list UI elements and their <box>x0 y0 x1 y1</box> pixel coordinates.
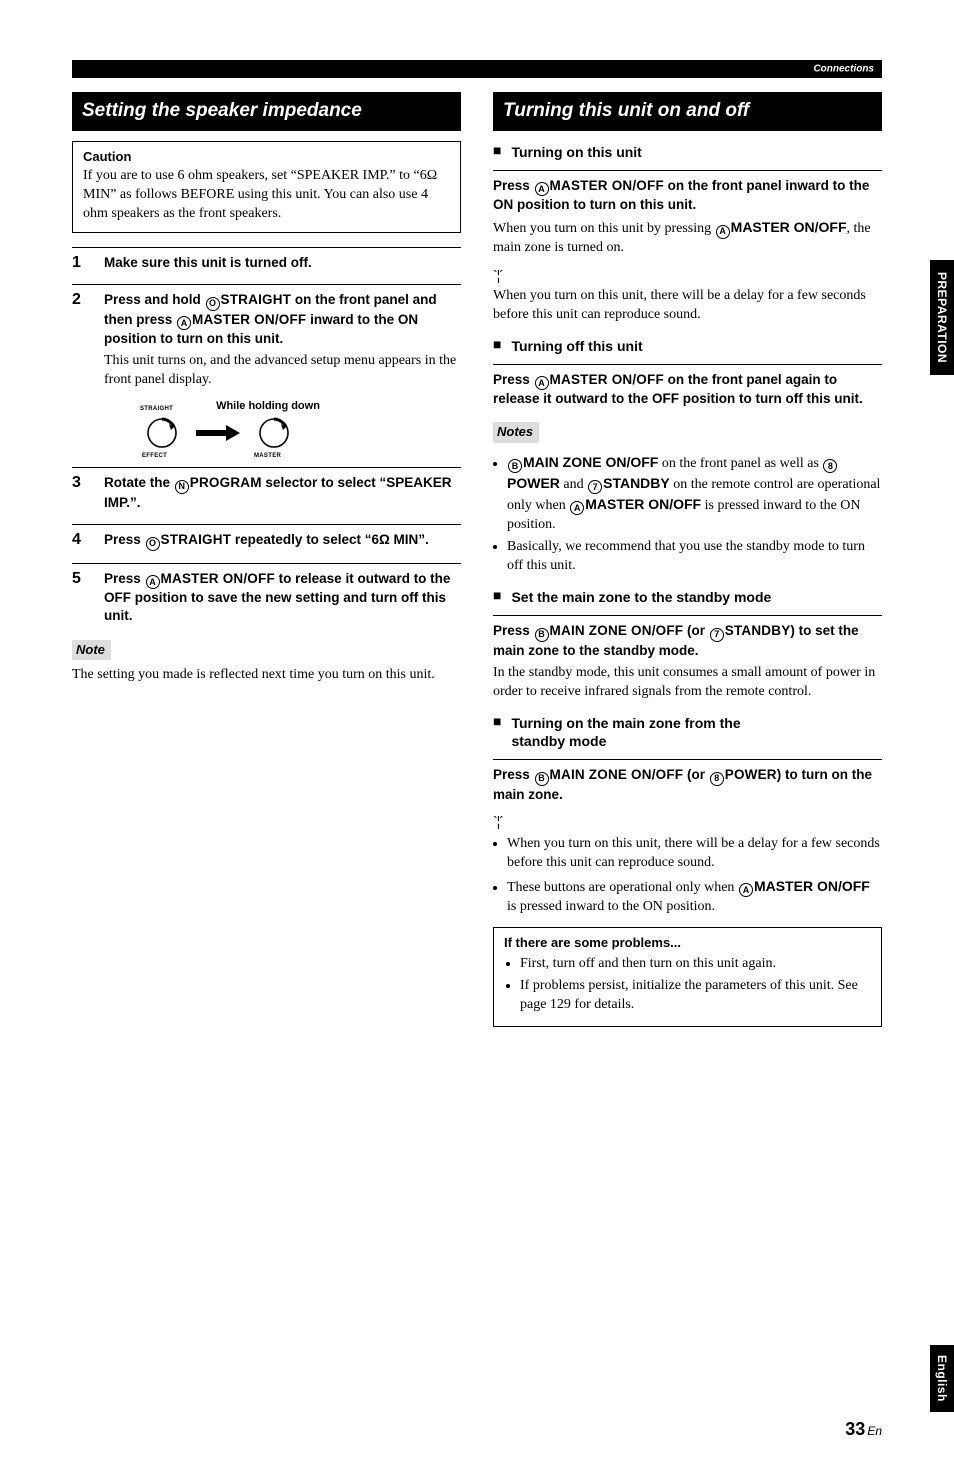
step-number: 5 <box>72 570 96 626</box>
tip-icon: `¦´ <box>493 266 882 285</box>
step-4: 4 Press OSTRAIGHT repeatedly to select “… <box>72 524 461 551</box>
instr-turn-on: Press AMASTER ON/OFF on the front panel … <box>493 170 882 259</box>
circled-letter: A <box>146 575 160 589</box>
step-1: 1 Make sure this unit is turned off. <box>72 247 461 272</box>
heading-turning-on: ■ Turning on this unit <box>493 143 882 162</box>
circled-letter: 7 <box>588 480 602 494</box>
right-section-title: Turning this unit on and off <box>493 92 882 131</box>
left-section-title: Setting the speaker impedance <box>72 92 461 131</box>
step-2-cont: This unit turns on, and the advanced set… <box>104 352 461 390</box>
notes-list: BMAIN ZONE ON/OFF on the front panel as … <box>493 453 882 576</box>
tab-english: English <box>930 1345 954 1412</box>
circled-letter: 8 <box>710 772 724 786</box>
columns: Setting the speaker impedance Caution If… <box>72 92 882 1027</box>
step-2-lead: Press and hold OSTRAIGHT on the front pa… <box>104 291 461 348</box>
circled-letter: O <box>146 537 160 551</box>
circled-letter: B <box>508 459 522 473</box>
arrow-right-icon <box>196 425 240 441</box>
note-body: The setting you made is reflected next t… <box>72 666 461 685</box>
circled-letter: 7 <box>710 628 724 642</box>
circled-letter: A <box>716 225 730 239</box>
step-number: 1 <box>72 254 96 272</box>
step-3: 3 Rotate the NPROGRAM selector to select… <box>72 467 461 512</box>
circled-letter: A <box>739 883 753 897</box>
knob-label: MASTER <box>254 452 281 460</box>
instr-from-standby: Press BMAIN ZONE ON/OFF (or 8POWER) to t… <box>493 759 882 804</box>
left-column: Setting the speaker impedance Caution If… <box>72 92 461 685</box>
step-number: 3 <box>72 474 96 512</box>
instr-set-standby: Press BMAIN ZONE ON/OFF (or 7STANDBY) to… <box>493 615 882 702</box>
square-bullet-icon: ■ <box>493 143 501 158</box>
step-3-lead: Rotate the NPROGRAM selector to select “… <box>104 474 461 512</box>
circled-letter: O <box>206 297 220 311</box>
notes-label: Notes <box>493 422 539 443</box>
caution-heading: Caution <box>83 148 450 166</box>
circled-letter: A <box>177 316 191 330</box>
page: PREPARATION English Connections Setting … <box>0 0 954 1465</box>
step-number: 2 <box>72 291 96 455</box>
tip-text: When you turn on this unit, there will b… <box>493 287 882 325</box>
circled-letter: B <box>535 772 549 786</box>
note-label: Note <box>72 640 111 661</box>
tip-icon: `¦´ <box>493 812 882 831</box>
list-item: First, turn off and then turn on this un… <box>520 955 871 974</box>
knob-icon <box>144 415 180 451</box>
caution-box: Caution If you are to use 6 ohm speakers… <box>72 141 461 233</box>
knob-label: EFFECT <box>142 452 167 460</box>
circled-letter: 8 <box>823 459 837 473</box>
page-number: 33En <box>845 1417 882 1441</box>
tips-list: When you turn on this unit, there will b… <box>493 835 882 917</box>
circled-letter: A <box>535 376 549 390</box>
knob-figure: While holding down STRAIGHT EFFECT <box>144 400 461 451</box>
step-4-lead: Press OSTRAIGHT repeatedly to select “6Ω… <box>104 531 461 551</box>
step-2: 2 Press and hold OSTRAIGHT on the front … <box>72 284 461 455</box>
circled-letter: A <box>535 182 549 196</box>
running-head: Connections <box>72 60 882 78</box>
list-item: These buttons are operational only when … <box>507 877 882 917</box>
tab-preparation: PREPARATION <box>930 260 954 375</box>
caution-body: If you are to use 6 ohm speakers, set “S… <box>83 167 450 224</box>
step-5-lead: Press AMASTER ON/OFF to release it outwa… <box>104 570 461 626</box>
knob-left: STRAIGHT EFFECT <box>144 415 180 451</box>
knob-figure-caption: While holding down <box>188 400 348 413</box>
running-head-label: Connections <box>813 62 874 76</box>
circled-letter: B <box>535 628 549 642</box>
heading-set-standby: ■ Set the main zone to the standby mode <box>493 588 882 607</box>
right-column: Turning this unit on and off ■ Turning o… <box>493 92 882 1027</box>
knob-label: STRAIGHT <box>140 405 173 413</box>
knob-right: MASTER <box>256 415 292 451</box>
square-bullet-icon: ■ <box>493 714 501 729</box>
knob-icon <box>256 415 292 451</box>
step-1-lead: Make sure this unit is turned off. <box>104 254 461 272</box>
step-5: 5 Press AMASTER ON/OFF to release it out… <box>72 563 461 626</box>
square-bullet-icon: ■ <box>493 588 501 603</box>
circled-letter: A <box>570 501 584 515</box>
list-item: If problems persist, initialize the para… <box>520 977 871 1015</box>
list-item: BMAIN ZONE ON/OFF on the front panel as … <box>507 453 882 535</box>
square-bullet-icon: ■ <box>493 337 501 352</box>
instr-turn-off: Press AMASTER ON/OFF on the front panel … <box>493 364 882 409</box>
side-tabs: PREPARATION English <box>930 260 954 1412</box>
circled-letter: N <box>175 480 189 494</box>
step-number: 4 <box>72 531 96 551</box>
problems-heading: If there are some problems... <box>504 934 871 952</box>
list-item: Basically, we recommend that you use the… <box>507 538 882 576</box>
problems-box: If there are some problems... First, tur… <box>493 927 882 1027</box>
list-item: When you turn on this unit, there will b… <box>507 835 882 873</box>
heading-from-standby: ■ Turning on the main zone from the stan… <box>493 714 882 752</box>
heading-turning-off: ■ Turning off this unit <box>493 337 882 356</box>
